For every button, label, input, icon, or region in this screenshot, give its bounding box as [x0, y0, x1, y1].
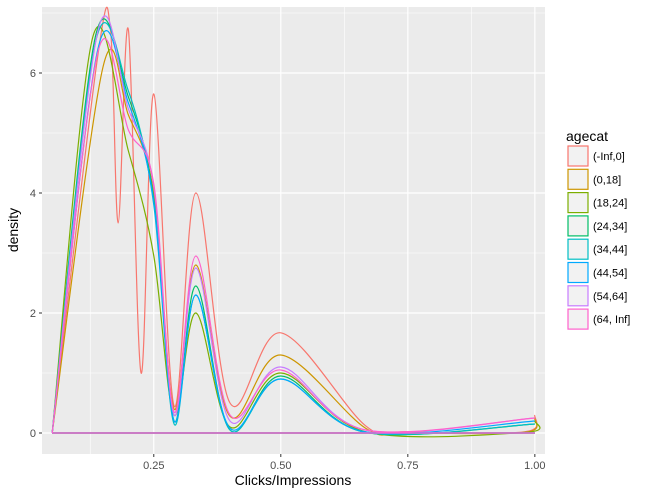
legend-key-5 [567, 261, 589, 284]
legend-label-7: (64, Inf] [593, 314, 630, 326]
plot-panel [42, 7, 545, 454]
legend-key-1 [567, 168, 589, 190]
legend-key-2 [567, 192, 589, 214]
y-tick-label: 6 [30, 68, 36, 80]
legend-key-7 [567, 308, 589, 330]
series-line-5 [51, 30, 535, 435]
series-lines [51, 6, 541, 438]
y-tick-label: 2 [30, 308, 36, 320]
legend-label-2: (18,24] [593, 198, 627, 210]
legend-key-3 [567, 215, 589, 237]
x-tick-label: 1.00 [524, 460, 545, 472]
y-axis-title: density [5, 208, 21, 252]
legend-label-5: (44,54] [593, 268, 627, 280]
x-tick-label: 0.50 [270, 460, 291, 472]
legend-label-4: (34,44] [593, 244, 627, 256]
x-axis-title: Clicks/Impressions [235, 472, 352, 488]
legend-label-3: (24,34] [593, 221, 627, 233]
axes: 0.25 0.50 0.75 1.00 0 2 4 6 [30, 68, 546, 472]
legend-key-0 [567, 145, 589, 167]
series-line-6 [51, 15, 535, 434]
legend-label-0: (-Inf,0] [593, 151, 625, 163]
y-tick-label: 0 [30, 428, 36, 440]
legend-key-6 [567, 285, 589, 307]
x-tick-label: 0.25 [143, 460, 164, 472]
legend-label-1: (0,18] [593, 174, 621, 186]
x-tick-label: 0.75 [397, 460, 418, 472]
y-tick-label: 4 [30, 188, 36, 200]
legend-title: agecat [566, 128, 608, 144]
series-line-7 [51, 38, 535, 434]
legend-key-4 [567, 238, 589, 260]
legend: agecat (-Inf,0] (0,18] (18,24] (24,34] (34,4… [566, 128, 630, 330]
legend-label-6: (54,64] [593, 291, 627, 303]
